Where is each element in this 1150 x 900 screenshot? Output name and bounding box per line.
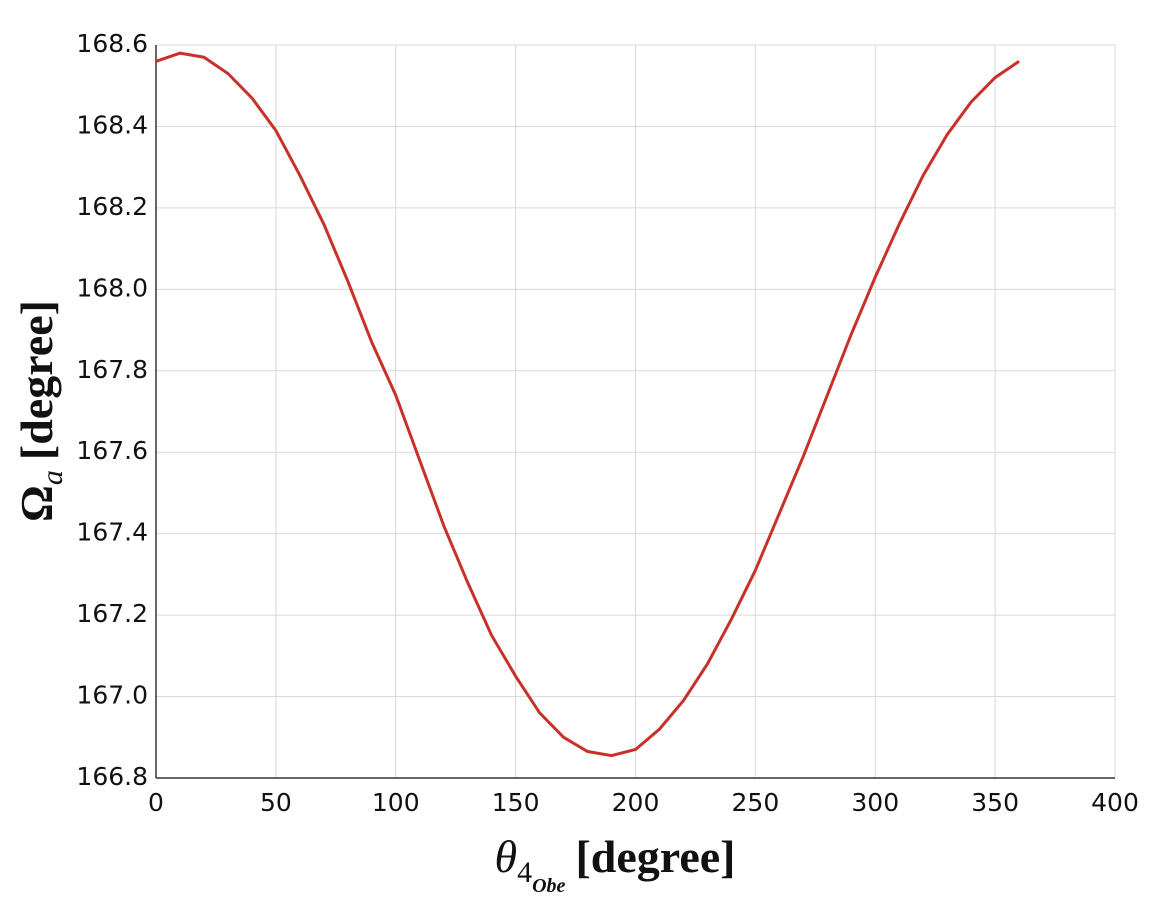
y-tick-label: 167.8 [76,355,148,384]
y-tick-label: 167.0 [76,681,148,710]
x-tick-label: 250 [732,788,780,817]
x-label-sub: 4 [517,856,532,889]
y-tick-label: 167.6 [76,436,148,465]
x-tick-label: 200 [612,788,660,817]
x-label-unit: [degree] [575,831,735,882]
y-label-sub: a [36,470,69,485]
x-tick-label: 50 [260,788,292,817]
y-axis-label: Ωa [degree] [11,300,69,522]
y-tick-label: 168.2 [76,192,148,221]
x-tick-label: 150 [492,788,540,817]
y-tick-label: 167.4 [76,518,148,547]
y-tick-label: 168.6 [76,29,148,58]
y-tick-label: 166.8 [76,762,148,791]
data-line [155,51,1020,758]
x-tick-label: 350 [971,788,1019,817]
y-tick-label: 168.0 [76,273,148,302]
y-label-unit: [degree] [11,300,62,460]
x-tick-label: 0 [148,788,164,817]
x-tick-label: 400 [1091,788,1139,817]
y-label-symbol: Ω [11,485,62,522]
x-tick-label: 300 [851,788,899,817]
y-tick-label: 167.2 [76,599,148,628]
x-label-subsub: Obe [532,875,565,897]
x-label-symbol: θ [495,831,518,882]
y-tick-label: 168.4 [76,110,148,139]
x-axis-label: θ4Obe [degree] [495,831,736,897]
x-tick-label: 100 [372,788,420,817]
